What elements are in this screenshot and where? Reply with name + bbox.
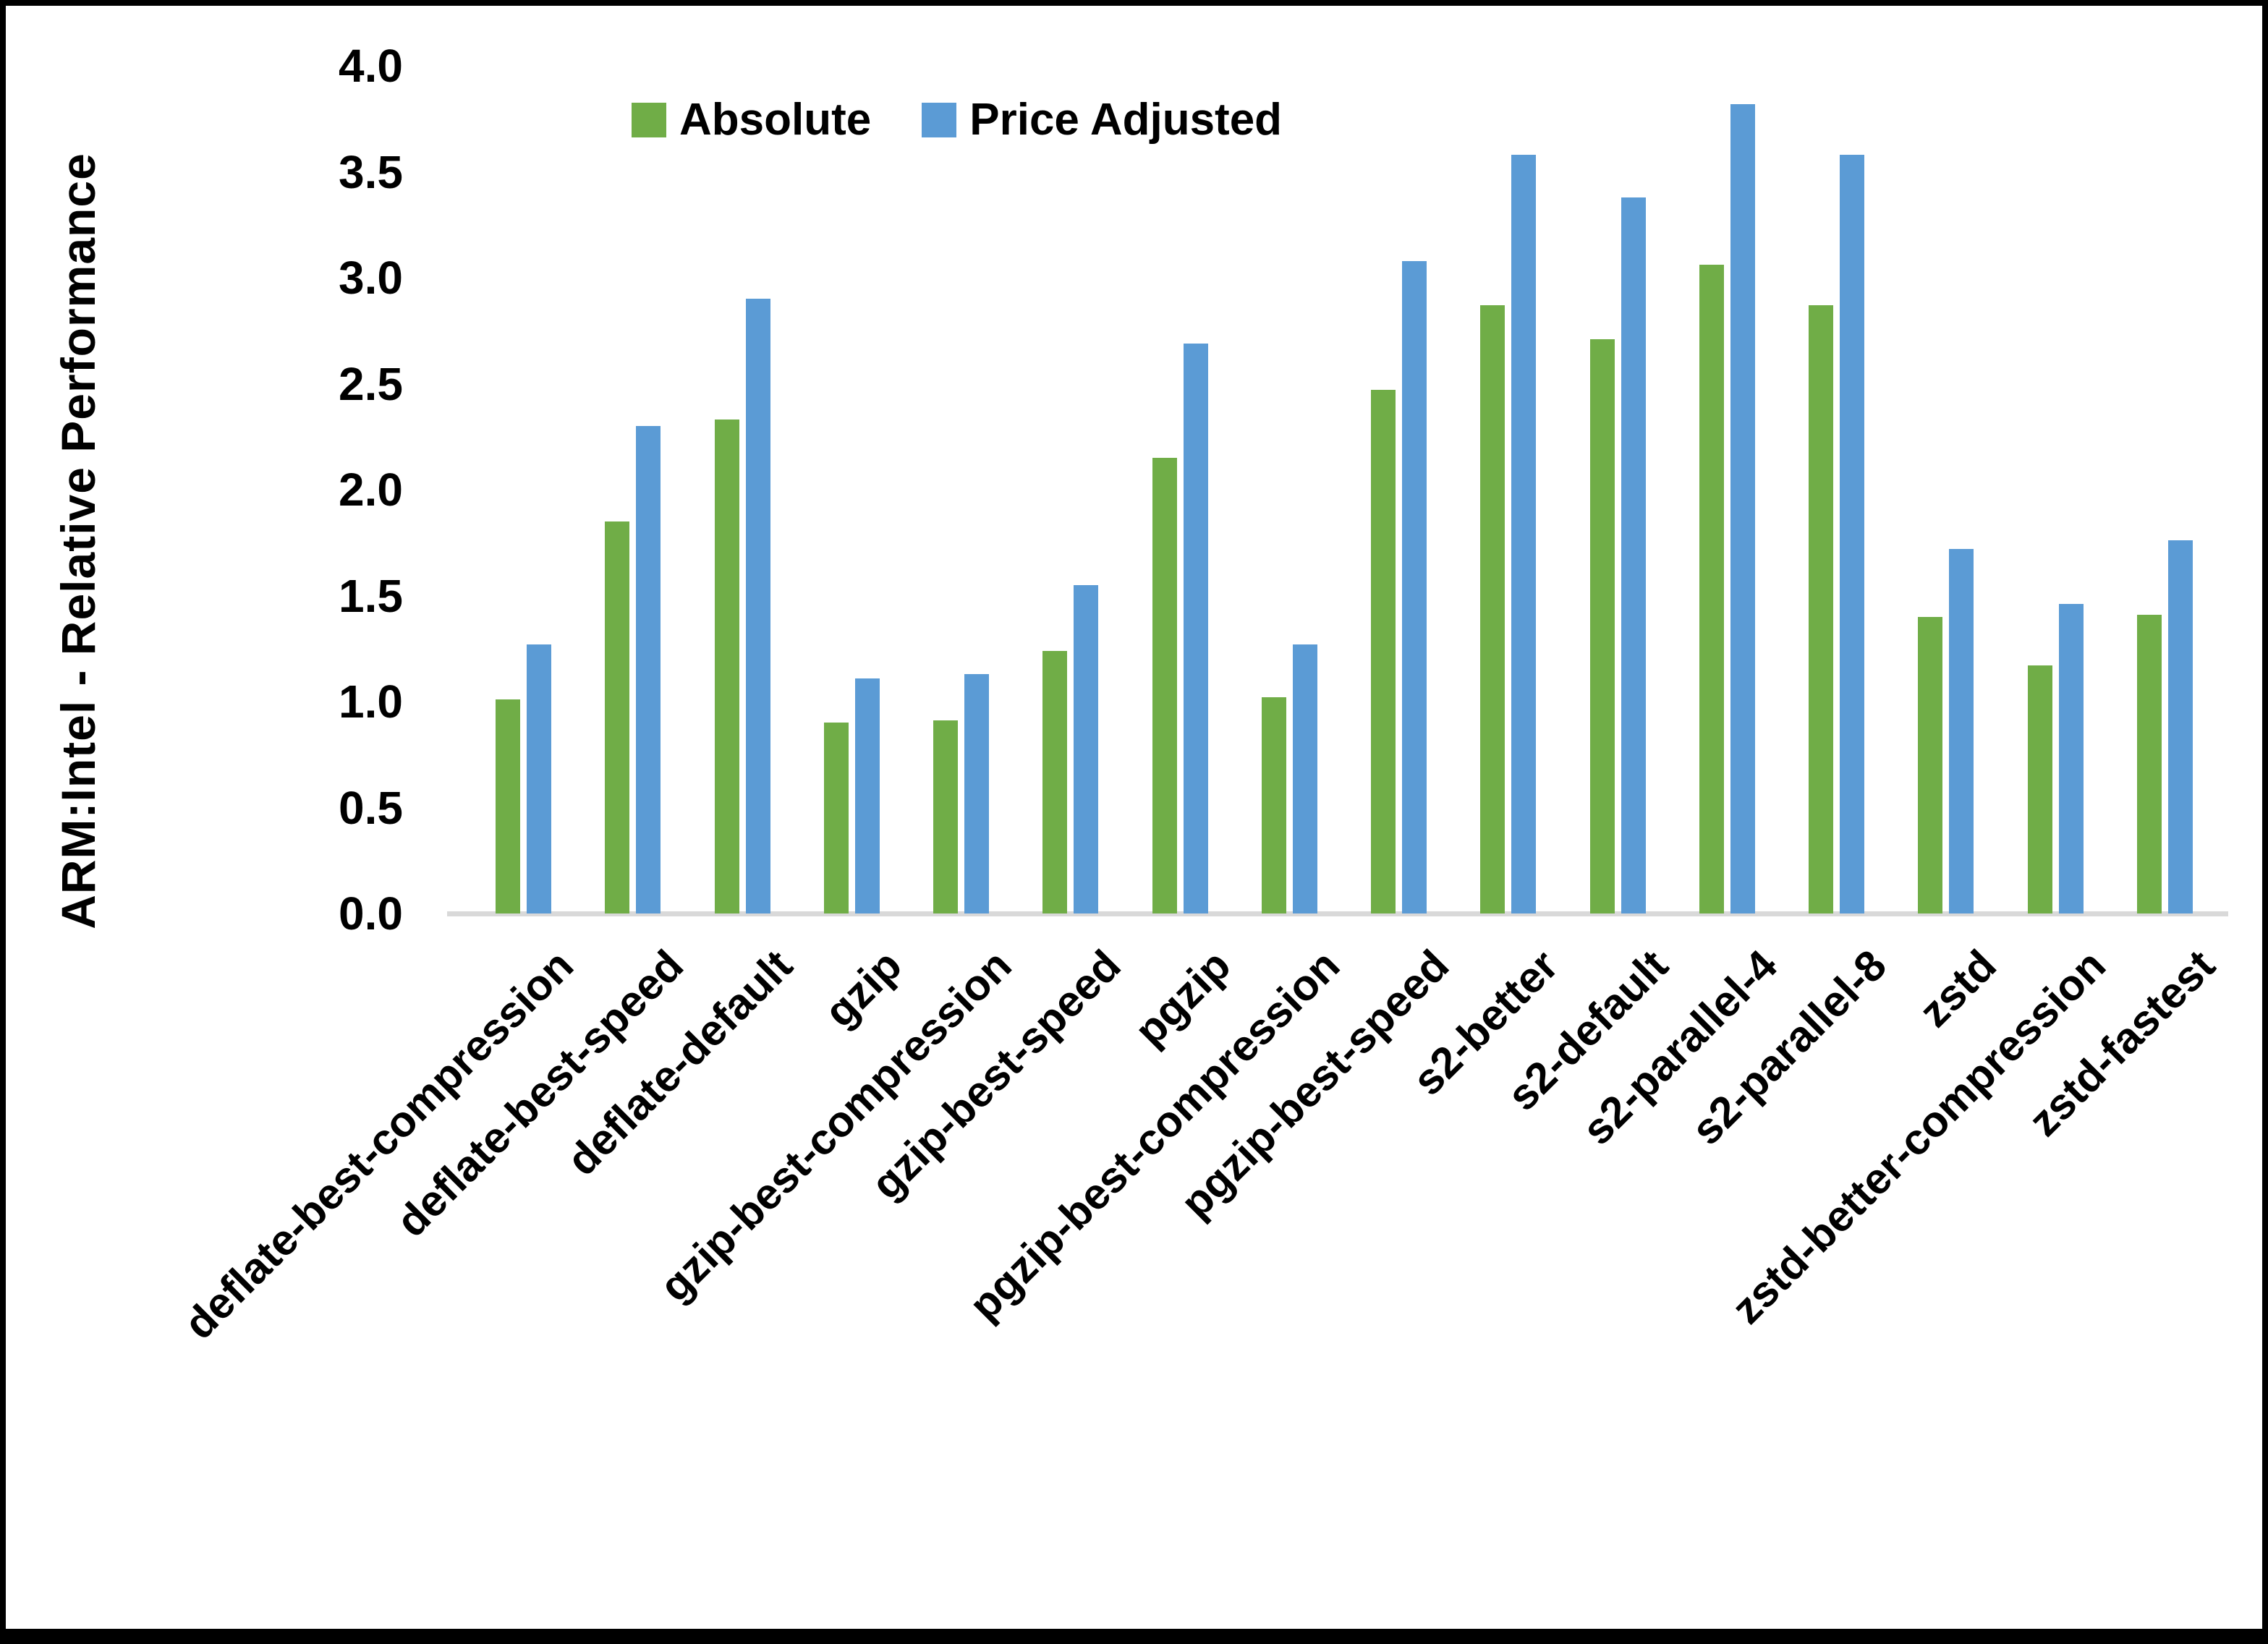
legend: Absolute Price Adjusted bbox=[632, 94, 1282, 145]
bar bbox=[1918, 616, 1943, 913]
bar bbox=[527, 644, 552, 913]
legend-label: Price Adjusted bbox=[969, 95, 1283, 145]
bar bbox=[1074, 584, 1099, 913]
x-tick-label: s2-parallel-8 bbox=[1682, 940, 1896, 1154]
bar bbox=[2136, 614, 2162, 913]
bar-group bbox=[2001, 66, 2110, 913]
bar bbox=[823, 723, 849, 913]
bar bbox=[1292, 644, 1317, 913]
bar-group bbox=[1673, 66, 1782, 913]
bar-group bbox=[906, 66, 1016, 913]
bar bbox=[2027, 665, 2052, 913]
y-tick-label: 2.5 bbox=[339, 357, 403, 410]
bar bbox=[964, 673, 990, 913]
x-axis-line bbox=[447, 911, 2228, 916]
legend-swatch-icon bbox=[632, 102, 666, 137]
legend-item: Price Adjusted bbox=[922, 94, 1282, 145]
bar-group bbox=[2110, 66, 2220, 913]
legend-swatch-icon bbox=[922, 102, 957, 137]
bar bbox=[1809, 305, 1834, 913]
y-tick-label: 0.5 bbox=[339, 781, 403, 834]
y-tick-label: 0.0 bbox=[339, 887, 403, 940]
bar-group bbox=[578, 66, 687, 913]
bar-group bbox=[797, 66, 906, 913]
bar bbox=[1042, 650, 1068, 913]
bar bbox=[1699, 265, 1724, 913]
bar bbox=[496, 699, 521, 913]
bar bbox=[1480, 305, 1505, 913]
bar-group bbox=[1782, 66, 1891, 913]
legend-item: Absolute bbox=[632, 94, 871, 145]
bar bbox=[1840, 155, 1865, 913]
bar bbox=[1511, 155, 1537, 913]
bar-group bbox=[469, 66, 578, 913]
y-tick-label: 3.0 bbox=[339, 252, 403, 304]
plot-area bbox=[469, 66, 2220, 913]
bar bbox=[1949, 549, 1974, 913]
bar-group bbox=[1453, 66, 1563, 913]
bar bbox=[1261, 697, 1286, 913]
y-axis-title: ARM:Intel - Relative Performance bbox=[51, 153, 105, 929]
x-tick-label: zstd bbox=[1909, 940, 2005, 1036]
bar bbox=[1730, 103, 1755, 913]
bar bbox=[2167, 540, 2193, 913]
bar-group bbox=[1344, 66, 1453, 913]
bar bbox=[605, 521, 630, 913]
bar-group bbox=[1126, 66, 1235, 913]
bar-group bbox=[1891, 66, 2000, 913]
bar bbox=[1152, 458, 1177, 913]
bar-group bbox=[1016, 66, 1125, 913]
x-tick-label: gzip bbox=[815, 940, 912, 1036]
y-tick-label: 4.0 bbox=[339, 40, 403, 92]
y-tick-label: 1.0 bbox=[339, 676, 403, 728]
bar bbox=[933, 720, 959, 913]
bar bbox=[854, 678, 880, 913]
bar bbox=[1371, 390, 1396, 913]
bar bbox=[745, 299, 770, 913]
y-tick-label: 1.5 bbox=[339, 569, 403, 622]
bar-group bbox=[1235, 66, 1344, 913]
bar-group bbox=[688, 66, 797, 913]
bar bbox=[1621, 197, 1646, 913]
legend-label: Absolute bbox=[679, 95, 872, 145]
y-tick-label: 2.0 bbox=[339, 464, 403, 516]
bar bbox=[714, 419, 739, 913]
bar bbox=[1589, 338, 1615, 913]
bar-group bbox=[1563, 66, 1673, 913]
bar bbox=[1402, 260, 1427, 913]
bar bbox=[1183, 343, 1208, 913]
y-tick-label: 3.5 bbox=[339, 145, 403, 198]
bar bbox=[2058, 604, 2084, 913]
bar bbox=[636, 426, 661, 913]
